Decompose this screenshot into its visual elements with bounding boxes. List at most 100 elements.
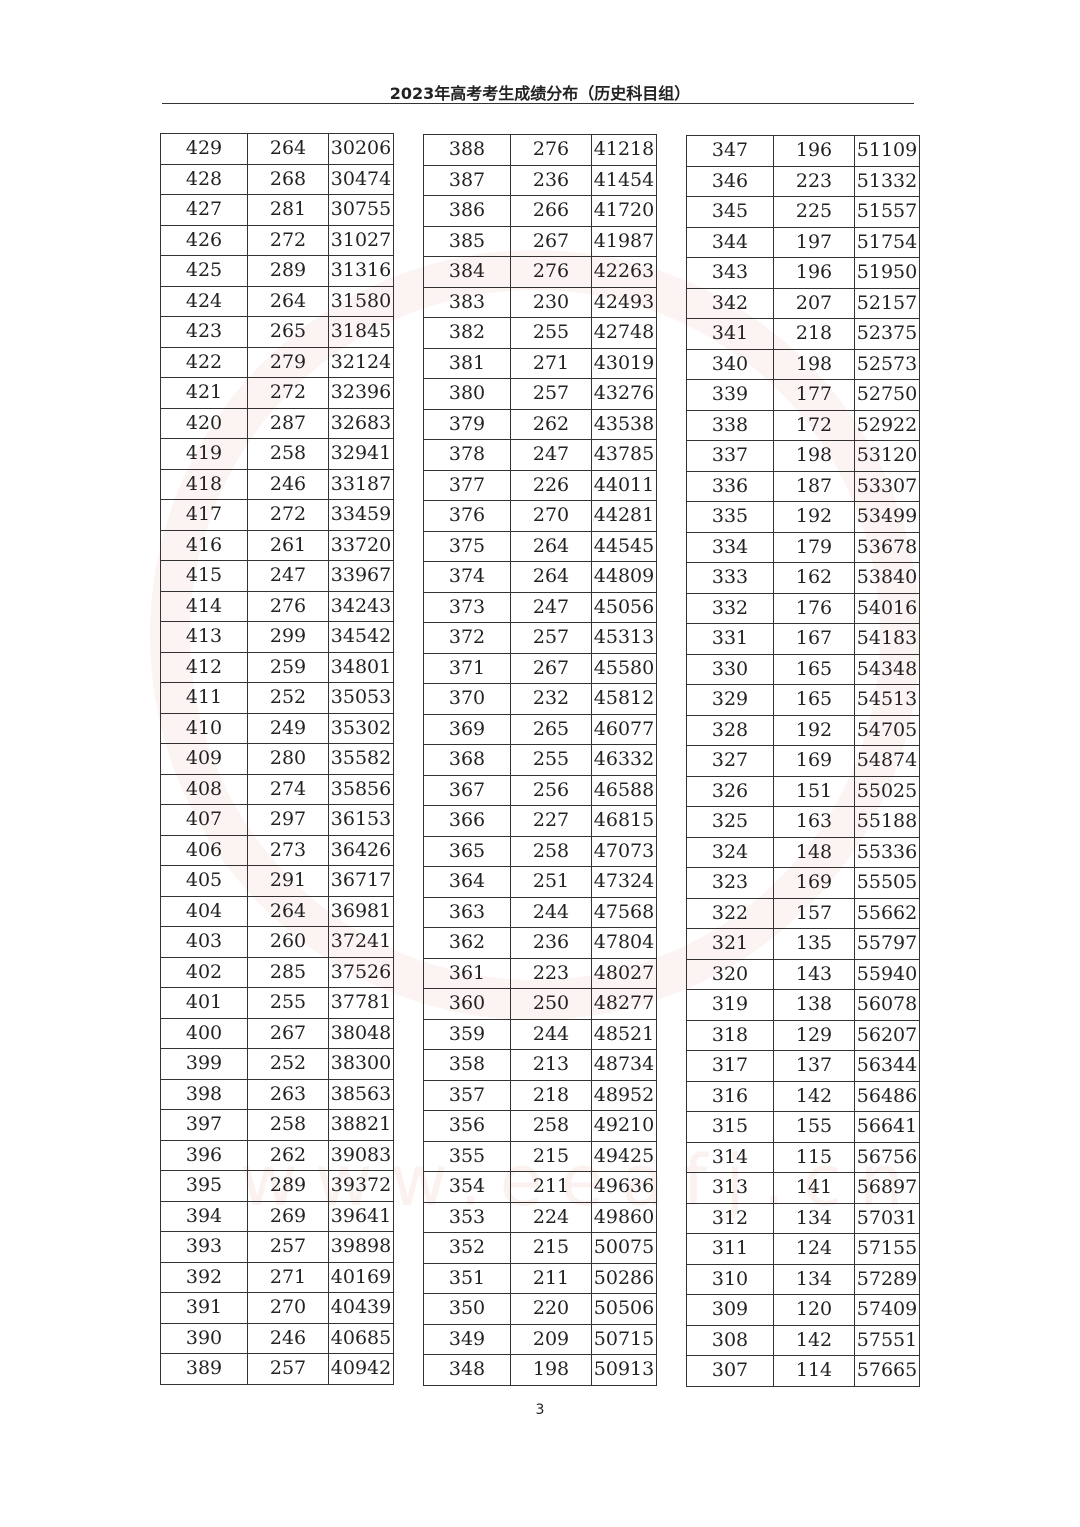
- count-cell: 196: [773, 257, 855, 289]
- score-cell: 340: [686, 348, 774, 380]
- cumulative-cell: 54348: [854, 653, 920, 685]
- score-cell: 392: [160, 1261, 248, 1293]
- score-cell: 328: [686, 714, 774, 746]
- table-row: 401 255 37781: [160, 987, 394, 1019]
- cumulative-cell: 48952: [591, 1079, 657, 1111]
- count-cell: 148: [773, 836, 855, 868]
- count-cell: 135: [773, 928, 855, 960]
- cumulative-cell: 46588: [591, 774, 657, 806]
- table-row: 364 251 47324: [423, 866, 657, 898]
- score-cell: 323: [686, 867, 774, 899]
- score-cell: 394: [160, 1200, 248, 1232]
- score-cell: 370: [423, 683, 511, 715]
- table-row: 357 218 48952: [423, 1079, 657, 1111]
- cumulative-cell: 44281: [591, 500, 657, 532]
- cumulative-cell: 48521: [591, 1018, 657, 1050]
- table-row: 338 172 52922: [686, 409, 920, 441]
- cumulative-cell: 54513: [854, 684, 920, 716]
- count-cell: 209: [510, 1323, 592, 1355]
- cumulative-cell: 40942: [328, 1353, 394, 1385]
- table-row: 360 250 48277: [423, 988, 657, 1020]
- score-cell: 423: [160, 316, 248, 348]
- score-cell: 348: [423, 1354, 511, 1386]
- table-row: 351 211 50286: [423, 1262, 657, 1294]
- count-cell: 280: [247, 743, 329, 775]
- table-row: 373 247 45056: [423, 591, 657, 623]
- count-cell: 247: [510, 591, 592, 623]
- cumulative-cell: 55662: [854, 897, 920, 929]
- score-cell: 366: [423, 805, 511, 837]
- cumulative-cell: 33459: [328, 499, 394, 531]
- score-cell: 380: [423, 378, 511, 410]
- cumulative-cell: 56207: [854, 1019, 920, 1051]
- count-cell: 255: [247, 987, 329, 1019]
- table-row: 321 135 55797: [686, 928, 920, 960]
- cumulative-cell: 55940: [854, 958, 920, 990]
- table-row: 414 276 34243: [160, 590, 394, 622]
- count-cell: 151: [773, 775, 855, 807]
- count-cell: 176: [773, 592, 855, 624]
- table-row: 416 261 33720: [160, 529, 394, 561]
- table-row: 384 276 42263: [423, 256, 657, 288]
- count-cell: 236: [510, 927, 592, 959]
- score-cell: 308: [686, 1324, 774, 1356]
- cumulative-cell: 50715: [591, 1323, 657, 1355]
- count-cell: 137: [773, 1050, 855, 1082]
- count-cell: 257: [247, 1231, 329, 1263]
- table-row: 333 162 53840: [686, 562, 920, 594]
- score-cell: 325: [686, 806, 774, 838]
- score-cell: 398: [160, 1078, 248, 1110]
- score-cell: 362: [423, 927, 511, 959]
- cumulative-cell: 47073: [591, 835, 657, 867]
- score-cell: 424: [160, 285, 248, 317]
- table-row: 425 289 31316: [160, 255, 394, 287]
- table-row: 324 148 55336: [686, 836, 920, 868]
- score-cell: 428: [160, 163, 248, 195]
- table-row: 328 192 54705: [686, 714, 920, 746]
- cumulative-cell: 47324: [591, 866, 657, 898]
- score-cell: 369: [423, 713, 511, 745]
- count-cell: 167: [773, 623, 855, 655]
- count-cell: 251: [510, 866, 592, 898]
- score-cell: 317: [686, 1050, 774, 1082]
- count-cell: 267: [510, 652, 592, 684]
- count-cell: 179: [773, 531, 855, 563]
- score-cell: 356: [423, 1110, 511, 1142]
- count-cell: 267: [510, 225, 592, 257]
- table-row: 343 196 51950: [686, 257, 920, 289]
- table-row: 368 255 46332: [423, 744, 657, 776]
- cumulative-cell: 49860: [591, 1201, 657, 1233]
- table-row: 394 269 39641: [160, 1200, 394, 1232]
- cumulative-cell: 41987: [591, 225, 657, 257]
- score-cell: 321: [686, 928, 774, 960]
- table-row: 312 134 57031: [686, 1202, 920, 1234]
- score-cell: 399: [160, 1048, 248, 1080]
- cumulative-cell: 38300: [328, 1048, 394, 1080]
- score-cell: 350: [423, 1293, 511, 1325]
- count-cell: 218: [773, 318, 855, 350]
- count-cell: 299: [247, 621, 329, 653]
- score-cell: 410: [160, 712, 248, 744]
- count-cell: 134: [773, 1263, 855, 1295]
- count-cell: 247: [247, 560, 329, 592]
- score-cell: 419: [160, 438, 248, 470]
- score-cell: 375: [423, 530, 511, 562]
- score-cell: 408: [160, 773, 248, 805]
- count-cell: 196: [773, 135, 855, 167]
- table-row: 348 198 50913: [423, 1354, 657, 1386]
- cumulative-cell: 54874: [854, 745, 920, 777]
- score-cell: 316: [686, 1080, 774, 1112]
- cumulative-cell: 39083: [328, 1139, 394, 1171]
- score-cell: 336: [686, 470, 774, 502]
- score-cell: 334: [686, 531, 774, 563]
- table-row: 336 187 53307: [686, 470, 920, 502]
- score-cell: 421: [160, 377, 248, 409]
- cumulative-cell: 54705: [854, 714, 920, 746]
- table-row: 345 225 51557: [686, 196, 920, 228]
- score-cell: 315: [686, 1111, 774, 1143]
- count-cell: 157: [773, 897, 855, 929]
- count-cell: 120: [773, 1294, 855, 1326]
- cumulative-cell: 50913: [591, 1354, 657, 1386]
- count-cell: 252: [247, 1048, 329, 1080]
- table-row: 318 129 56207: [686, 1019, 920, 1051]
